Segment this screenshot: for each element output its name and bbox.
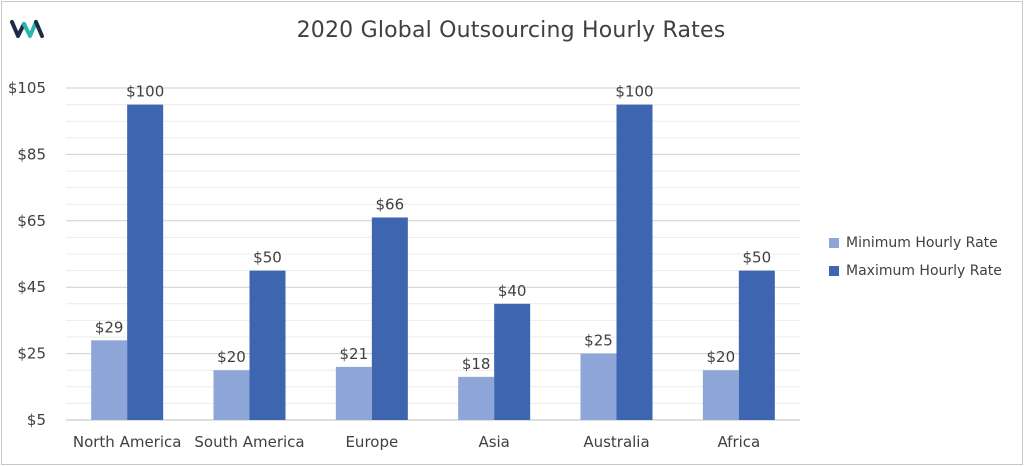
y-tick-label: $25 [17, 345, 46, 363]
y-tick-label: $65 [17, 212, 46, 230]
chart-title: 2020 Global Outsourcing Hourly Rates [296, 18, 726, 43]
bar-minimum [580, 353, 617, 420]
x-category-label: Africa [717, 433, 760, 451]
y-tick-label: $105 [8, 79, 46, 97]
bar-maximum [616, 104, 653, 420]
chart-legend: Minimum Hourly Rate Maximum Hourly Rate [829, 229, 1002, 285]
legend-label: Maximum Hourly Rate [846, 263, 1002, 279]
data-label: $21 [340, 345, 369, 363]
x-category-label: Asia [478, 433, 509, 451]
bar-minimum [335, 366, 372, 420]
data-label: $20 [217, 348, 246, 366]
legend-label: Minimum Hourly Rate [846, 235, 998, 251]
data-label: $25 [584, 332, 613, 350]
x-category-label: South America [194, 433, 304, 451]
data-label: $100 [126, 83, 164, 101]
y-tick-label: $5 [27, 411, 46, 429]
bar-maximum [249, 270, 286, 420]
bar-maximum [494, 303, 531, 420]
bar-maximum [127, 104, 164, 420]
data-label: $18 [462, 355, 491, 373]
x-category-label: Europe [345, 433, 398, 451]
legend-item: Maximum Hourly Rate [829, 257, 1002, 285]
y-tick-label: $45 [17, 278, 46, 296]
bar-minimum [458, 376, 495, 420]
data-label: $20 [707, 348, 736, 366]
data-label: $40 [498, 282, 527, 300]
data-label: $66 [376, 195, 405, 213]
legend-item: Minimum Hourly Rate [829, 229, 1002, 257]
data-label: $50 [743, 249, 772, 267]
bar-maximum [371, 217, 408, 420]
bar-minimum [702, 370, 739, 420]
bar-minimum [91, 340, 128, 420]
legend-swatch [829, 238, 839, 248]
x-category-label: North America [73, 433, 182, 451]
data-label: $50 [253, 249, 282, 267]
data-label: $29 [95, 318, 124, 336]
x-category-label: Australia [583, 433, 649, 451]
legend-swatch [829, 266, 839, 276]
bar-maximum [738, 270, 775, 420]
wa-logo-icon [10, 18, 48, 44]
data-label: $100 [615, 83, 653, 101]
y-tick-label: $85 [17, 145, 46, 163]
bar-minimum [213, 370, 250, 420]
